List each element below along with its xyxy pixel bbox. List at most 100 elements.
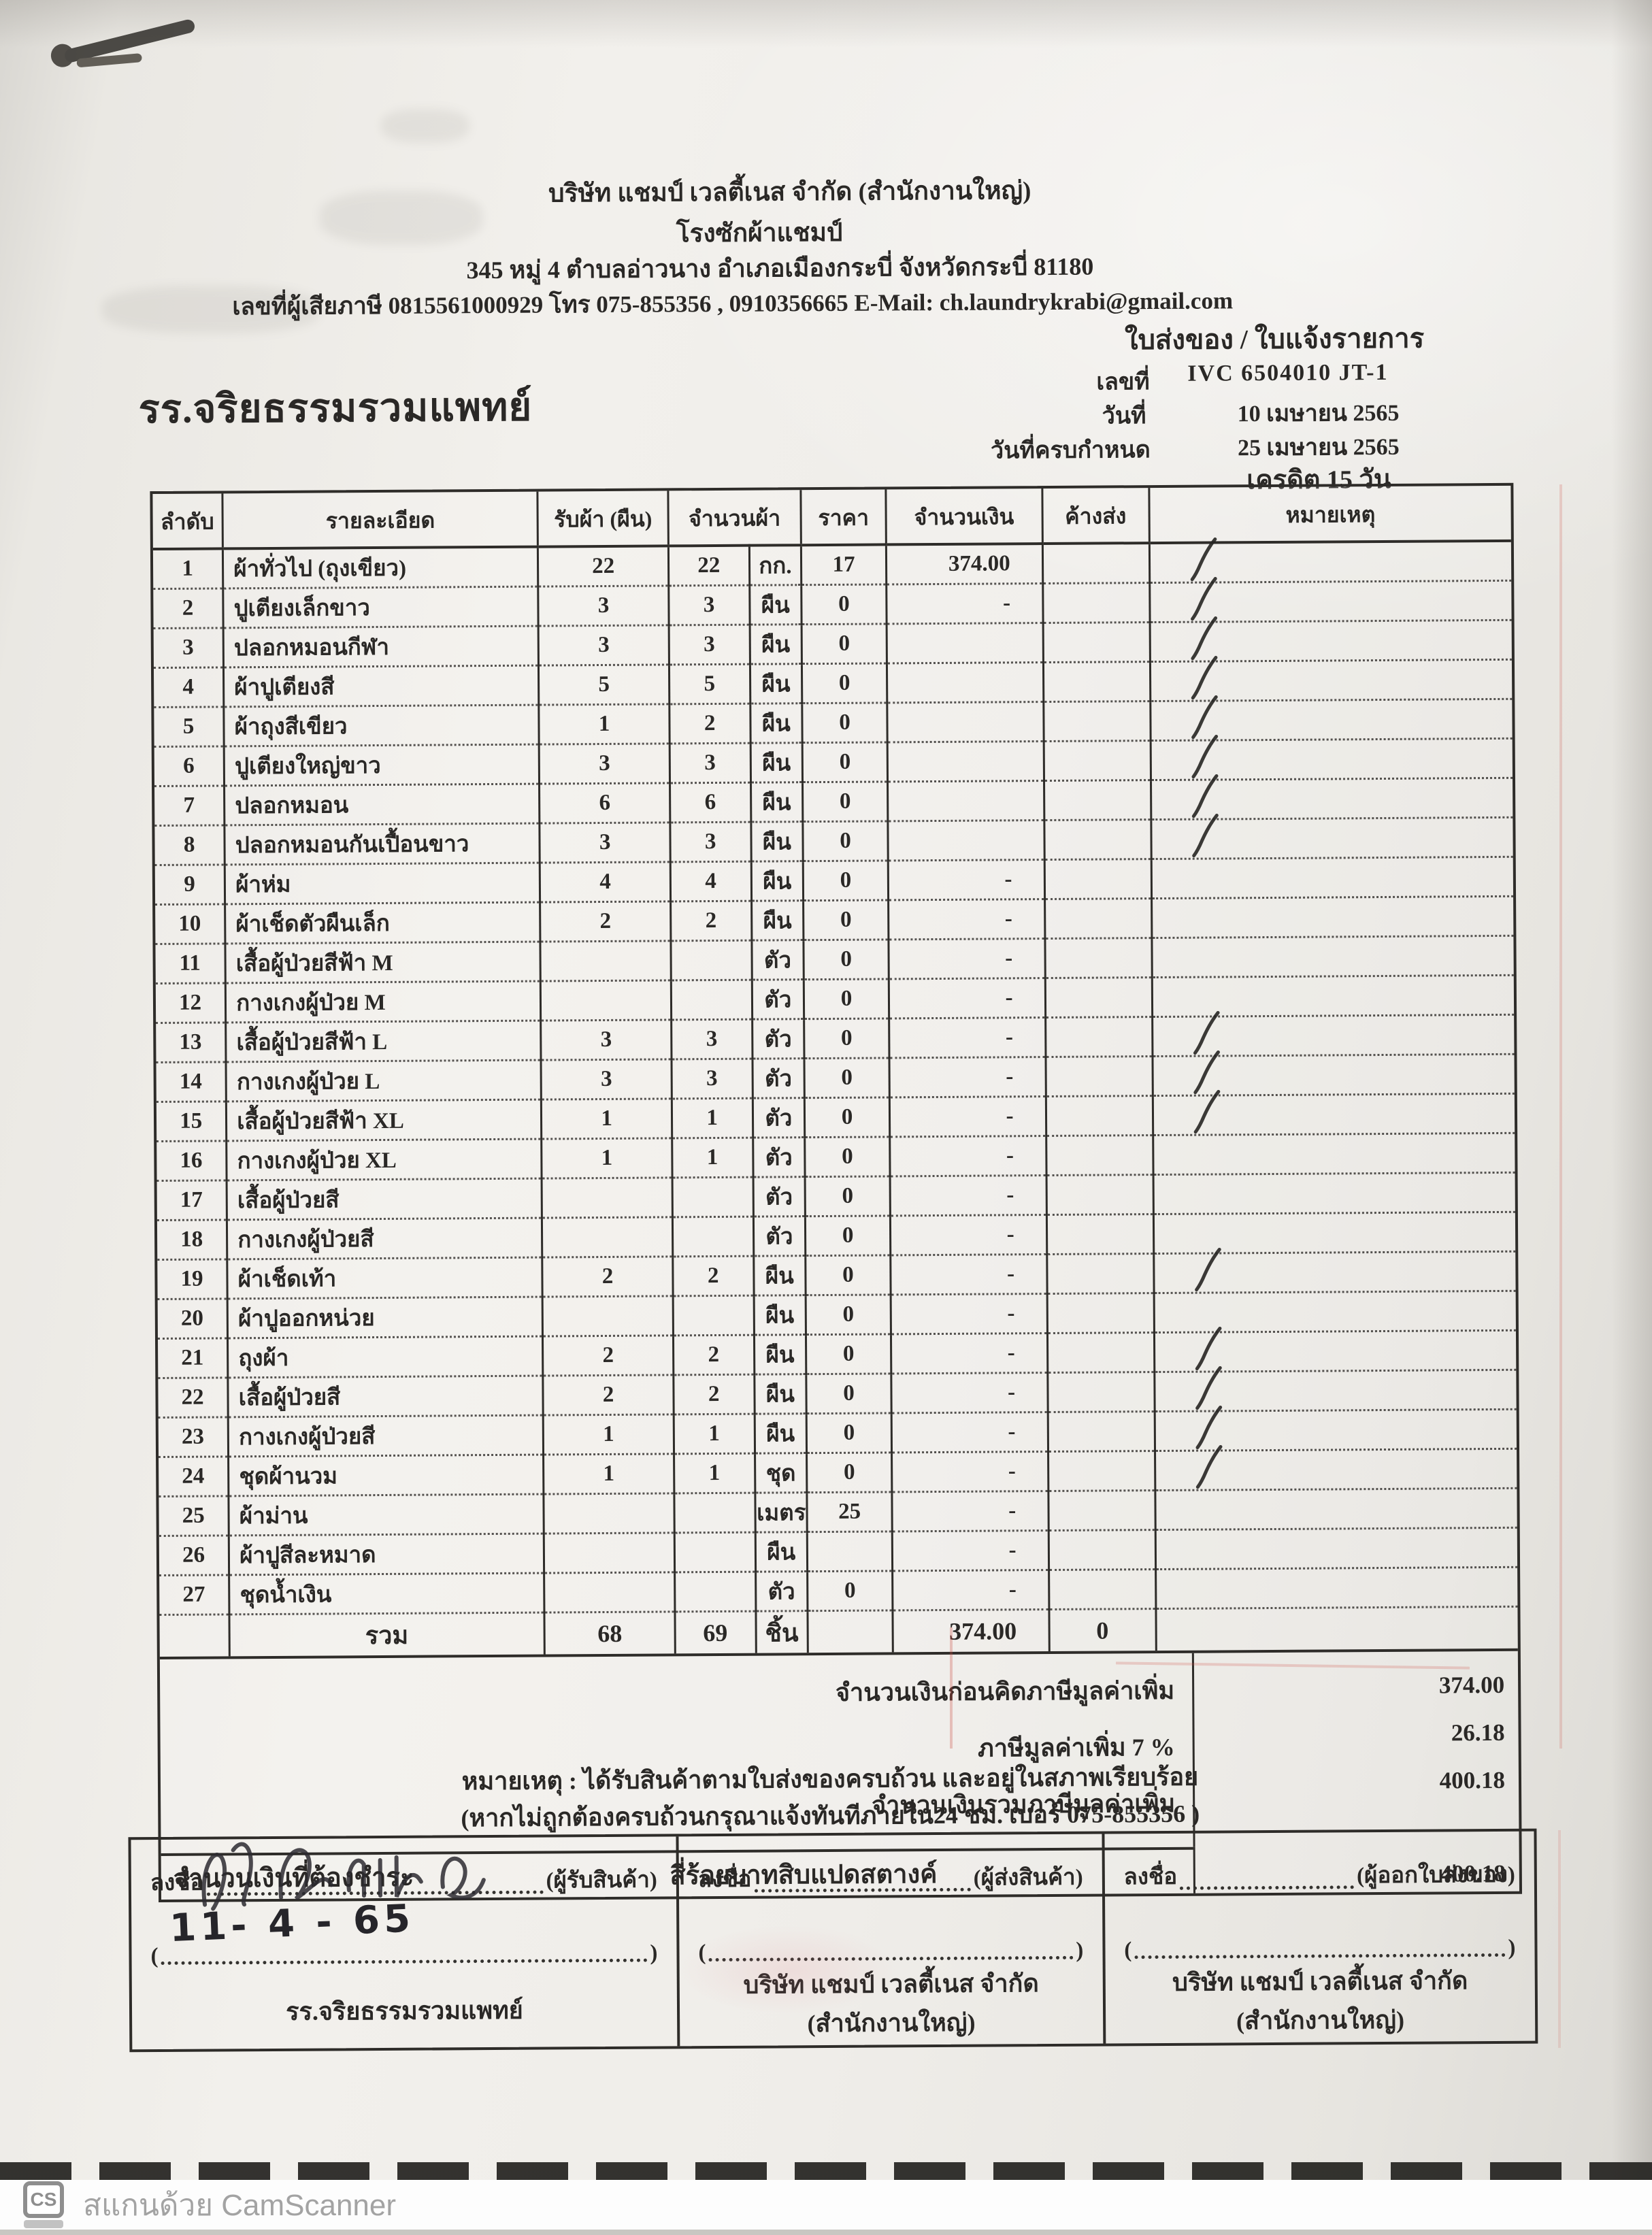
item-quantity: 1 — [672, 1138, 753, 1178]
table-row: 3 ปลอกหมอนกีฬา 3 3 ผืน 0 — [153, 616, 1512, 668]
item-no: 3 — [153, 627, 224, 668]
item-received — [540, 980, 672, 1021]
total-row: รวม 68 69 ชิ้น 374.00 0 — [159, 1606, 1517, 1657]
sign-label: ลงชื่อ — [697, 1867, 752, 1893]
item-description: กางเกงผู้ป่วยสี — [227, 1218, 543, 1259]
paren-close: ) — [1508, 1935, 1516, 1960]
item-pending — [1044, 938, 1152, 978]
item-no: 17 — [156, 1180, 227, 1221]
item-no: 5 — [154, 706, 225, 747]
document-type-title: ใบส่งของ / ใบแจ้งรายการ — [1124, 322, 1425, 356]
item-unit: ผืน — [749, 584, 802, 625]
item-remark — [1150, 734, 1513, 780]
total-unit: ชิ้น — [755, 1610, 808, 1653]
item-received: 22 — [538, 546, 669, 587]
item-amount: - — [889, 1096, 1046, 1137]
table-row: 15 เสื้อผู้ป่วยสีฟ้า XL 1 1 ตัว 0- — [156, 1089, 1515, 1142]
item-amount — [887, 780, 1044, 821]
item-amount: - — [889, 978, 1046, 1019]
handwritten-check-mark — [1190, 1009, 1221, 1058]
item-quantity: 3 — [668, 625, 750, 665]
item-description: เสื้อผู้ป่วยสีฟ้า XL — [226, 1099, 542, 1141]
item-remark — [1153, 1133, 1515, 1175]
name-line — [1134, 1953, 1506, 1959]
item-description: ผ้าปูออกหน่วย — [227, 1297, 543, 1338]
item-description: กางเกงผู้ป่วยสี — [228, 1415, 544, 1457]
item-unit: ผืน — [755, 1532, 808, 1572]
item-pending — [1047, 1372, 1155, 1412]
handwritten-check-mark — [1192, 1364, 1223, 1413]
item-price: 0 — [804, 1018, 889, 1059]
total-price — [808, 1610, 893, 1653]
total-amount: 374.00 — [892, 1609, 1049, 1653]
item-description: ถุงผ้า — [227, 1336, 544, 1378]
item-pending — [1048, 1529, 1156, 1570]
item-amount — [887, 741, 1044, 782]
item-received: 1 — [542, 1138, 672, 1179]
item-remark — [1151, 936, 1514, 978]
item-unit: ตัว — [753, 1176, 806, 1217]
item-remark — [1154, 1405, 1517, 1451]
item-received: 3 — [538, 625, 670, 666]
due-date-label: วันที่ครบกำหนด — [990, 437, 1151, 464]
item-unit: ตัว — [751, 940, 804, 980]
item-price: 0 — [802, 821, 889, 861]
item-received: 3 — [541, 1019, 672, 1061]
item-price: 0 — [802, 663, 887, 703]
item-quantity: 1 — [672, 1098, 753, 1138]
item-unit: เมตร — [755, 1492, 808, 1533]
table-row: 24 ชุดผ้านวม 1 1 ชุด 0- — [159, 1444, 1517, 1497]
item-amount — [887, 820, 1044, 861]
handwritten-check-mark — [1193, 1443, 1224, 1492]
col-header-amount: จำนวนเงิน — [885, 489, 1042, 545]
item-amount: - — [889, 1057, 1046, 1097]
paren-open: ( — [698, 1940, 706, 1966]
item-received — [544, 1532, 675, 1574]
item-amount: - — [891, 1451, 1048, 1492]
item-received: 6 — [539, 782, 670, 824]
item-unit: ผืน — [750, 742, 803, 783]
item-price: 25 — [807, 1491, 893, 1532]
item-remark — [1149, 616, 1512, 662]
item-amount: - — [889, 1017, 1046, 1058]
item-quantity — [672, 1295, 755, 1336]
handwritten-check-mark — [1187, 575, 1219, 624]
item-quantity — [672, 1177, 754, 1217]
item-pending — [1045, 1056, 1153, 1097]
sender-organization: บริษัท แชมป์ เวลตี้เนส จำกัด (สำนักงานให… — [743, 1970, 1039, 2038]
camscanner-logo-icon: CS — [23, 2181, 64, 2228]
col-header-qty: จำนวนผ้า — [667, 490, 802, 546]
item-price: 0 — [802, 623, 887, 664]
item-remark — [1155, 1444, 1517, 1491]
item-pending — [1045, 1095, 1153, 1136]
item-description: ปูเตียงเล็กขาว — [222, 586, 539, 628]
handwritten-check-mark — [1189, 812, 1220, 861]
item-received: 3 — [539, 743, 670, 784]
item-remark — [1153, 1172, 1515, 1214]
item-unit: ผืน — [754, 1413, 807, 1454]
item-price: 0 — [807, 1570, 893, 1611]
item-unit: ผืน — [750, 703, 803, 744]
handwritten-check-mark — [1188, 733, 1219, 782]
item-description: ผ้าเช็ดเท้า — [227, 1257, 543, 1299]
item-received: 5 — [538, 664, 670, 706]
paren-open: ( — [1124, 1938, 1132, 1963]
item-received: 3 — [540, 822, 671, 863]
item-no: 1 — [152, 548, 223, 589]
item-remark — [1151, 857, 1514, 899]
item-amount — [887, 662, 1044, 703]
item-unit: ตัว — [752, 1097, 805, 1138]
item-pending — [1046, 1174, 1154, 1215]
item-remark — [1154, 1326, 1517, 1372]
handwritten-check-mark — [1189, 772, 1220, 821]
sign-role: (ผู้รับสินค้า) — [546, 1868, 657, 1893]
item-no: 2 — [153, 588, 224, 629]
item-unit: ผืน — [749, 624, 802, 665]
item-no: 19 — [157, 1259, 228, 1299]
item-quantity: 3 — [670, 822, 751, 862]
item-unit: ผืน — [754, 1334, 806, 1375]
table-row: 21 ถุงผ้า 2 2 ผืน 0- — [157, 1326, 1517, 1378]
item-quantity — [670, 940, 752, 980]
table-row: 8 ปลอกหมอนกันเปื้อนขาว 3 3 ผืน 0 — [154, 813, 1513, 865]
